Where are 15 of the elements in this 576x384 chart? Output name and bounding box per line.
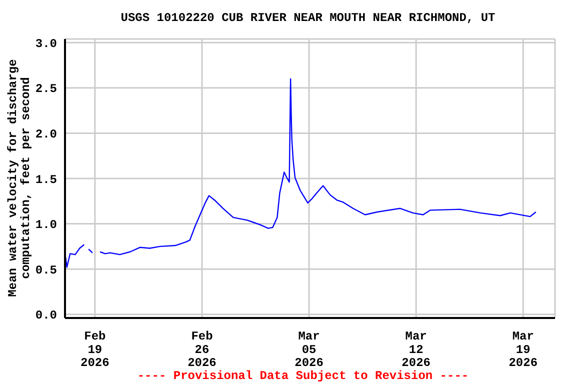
y-axis-title: Mean water velocity for discharge computation, feet per second	[6, 59, 33, 297]
x-tick-label: Mar 19 2026	[508, 330, 538, 370]
y-tick-label: 1.5	[35, 172, 57, 187]
y-tick-label: 0.5	[35, 263, 57, 278]
x-tick-label: Feb 19 2026	[80, 330, 110, 370]
chart-title: USGS 10102220 CUB RIVER NEAR MOUTH NEAR RICHMOND, UT	[120, 11, 496, 25]
x-tick-label: Mar 05 2026	[294, 330, 324, 370]
y-tick-label: 3.0	[35, 36, 57, 51]
text: ---- Provisional Data Subject to Revision ----	[136, 369, 470, 383]
x-tick-label: Feb 26 2026	[188, 330, 216, 370]
y-tick-label: 2.5	[35, 82, 57, 96]
y-tick-label: 0.0	[35, 308, 57, 323]
y-tick-label: 2.0	[35, 127, 57, 142]
x-tick-label: Mar 12 2026	[402, 330, 430, 370]
y-tick-label: 1.0	[35, 218, 57, 232]
